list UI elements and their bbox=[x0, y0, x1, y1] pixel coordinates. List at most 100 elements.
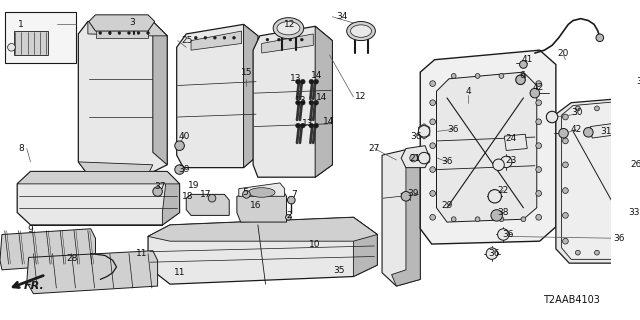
Circle shape bbox=[266, 38, 269, 41]
Circle shape bbox=[500, 156, 512, 168]
Polygon shape bbox=[27, 251, 157, 294]
Circle shape bbox=[451, 74, 456, 78]
Text: 17: 17 bbox=[200, 190, 211, 199]
Circle shape bbox=[614, 250, 618, 255]
Polygon shape bbox=[14, 31, 48, 55]
Circle shape bbox=[300, 123, 305, 128]
Text: 18: 18 bbox=[182, 192, 194, 201]
Circle shape bbox=[614, 106, 618, 111]
Circle shape bbox=[314, 79, 319, 84]
Circle shape bbox=[631, 162, 637, 168]
Circle shape bbox=[563, 138, 568, 144]
Polygon shape bbox=[186, 194, 229, 215]
Polygon shape bbox=[4, 12, 76, 63]
Circle shape bbox=[296, 100, 300, 105]
Text: 37: 37 bbox=[155, 182, 166, 191]
Text: 12: 12 bbox=[284, 20, 295, 29]
Ellipse shape bbox=[277, 21, 300, 35]
Circle shape bbox=[430, 143, 436, 148]
Ellipse shape bbox=[351, 25, 372, 37]
Circle shape bbox=[631, 212, 637, 218]
Circle shape bbox=[563, 114, 568, 120]
Circle shape bbox=[536, 143, 541, 148]
Circle shape bbox=[430, 100, 436, 106]
Circle shape bbox=[499, 217, 504, 222]
Text: 39: 39 bbox=[179, 165, 190, 174]
Text: 13: 13 bbox=[291, 74, 302, 83]
Circle shape bbox=[419, 152, 430, 164]
Text: 22: 22 bbox=[498, 186, 509, 195]
Circle shape bbox=[536, 81, 541, 86]
Text: 27: 27 bbox=[369, 144, 380, 153]
Circle shape bbox=[153, 187, 163, 196]
Polygon shape bbox=[353, 217, 377, 276]
Text: 3: 3 bbox=[129, 18, 134, 27]
Circle shape bbox=[536, 119, 541, 125]
Circle shape bbox=[595, 250, 599, 255]
Polygon shape bbox=[244, 24, 258, 168]
Circle shape bbox=[127, 32, 131, 35]
Text: 20: 20 bbox=[558, 49, 569, 58]
Text: 28: 28 bbox=[66, 254, 77, 263]
Polygon shape bbox=[148, 217, 377, 284]
Polygon shape bbox=[419, 150, 430, 166]
Polygon shape bbox=[436, 72, 537, 222]
Circle shape bbox=[530, 88, 540, 98]
Circle shape bbox=[575, 106, 580, 111]
Polygon shape bbox=[0, 229, 95, 270]
Polygon shape bbox=[562, 101, 638, 259]
Circle shape bbox=[195, 36, 197, 39]
Text: 42: 42 bbox=[532, 83, 543, 92]
Polygon shape bbox=[401, 146, 430, 168]
Circle shape bbox=[208, 194, 216, 202]
Text: 13: 13 bbox=[302, 119, 314, 128]
Polygon shape bbox=[78, 21, 167, 174]
Circle shape bbox=[147, 32, 150, 35]
Circle shape bbox=[563, 238, 568, 244]
Circle shape bbox=[430, 214, 436, 220]
Circle shape bbox=[563, 212, 568, 218]
Circle shape bbox=[314, 123, 319, 128]
Text: FR.: FR. bbox=[24, 281, 45, 291]
Circle shape bbox=[499, 74, 504, 78]
Text: 13: 13 bbox=[295, 96, 307, 105]
Circle shape bbox=[137, 32, 140, 35]
Circle shape bbox=[401, 191, 411, 201]
Circle shape bbox=[309, 79, 314, 84]
Polygon shape bbox=[392, 148, 420, 286]
Circle shape bbox=[491, 210, 502, 221]
Circle shape bbox=[521, 217, 526, 222]
Text: 8: 8 bbox=[18, 144, 24, 153]
Circle shape bbox=[536, 100, 541, 106]
Circle shape bbox=[214, 36, 216, 39]
Polygon shape bbox=[89, 15, 155, 31]
Text: 42: 42 bbox=[570, 125, 582, 134]
Text: 6: 6 bbox=[520, 71, 525, 80]
Circle shape bbox=[8, 44, 15, 51]
Circle shape bbox=[175, 141, 184, 150]
Circle shape bbox=[486, 248, 498, 259]
Circle shape bbox=[309, 100, 314, 105]
Circle shape bbox=[175, 165, 184, 174]
Text: 23: 23 bbox=[506, 156, 516, 164]
Text: 11: 11 bbox=[174, 268, 186, 277]
Circle shape bbox=[223, 36, 226, 39]
Polygon shape bbox=[504, 134, 527, 150]
Polygon shape bbox=[590, 124, 613, 138]
Polygon shape bbox=[88, 21, 167, 36]
Circle shape bbox=[516, 75, 525, 84]
Circle shape bbox=[536, 167, 541, 172]
Polygon shape bbox=[153, 21, 167, 165]
Text: 34: 34 bbox=[336, 12, 348, 21]
Text: 35: 35 bbox=[333, 266, 345, 275]
Polygon shape bbox=[239, 183, 285, 196]
Text: 16: 16 bbox=[250, 201, 262, 210]
Circle shape bbox=[563, 162, 568, 168]
Text: 7: 7 bbox=[291, 190, 297, 199]
Circle shape bbox=[493, 159, 504, 171]
Circle shape bbox=[278, 38, 280, 41]
Text: 21: 21 bbox=[410, 154, 421, 163]
Circle shape bbox=[475, 74, 480, 78]
Polygon shape bbox=[191, 31, 242, 50]
Polygon shape bbox=[17, 172, 180, 184]
